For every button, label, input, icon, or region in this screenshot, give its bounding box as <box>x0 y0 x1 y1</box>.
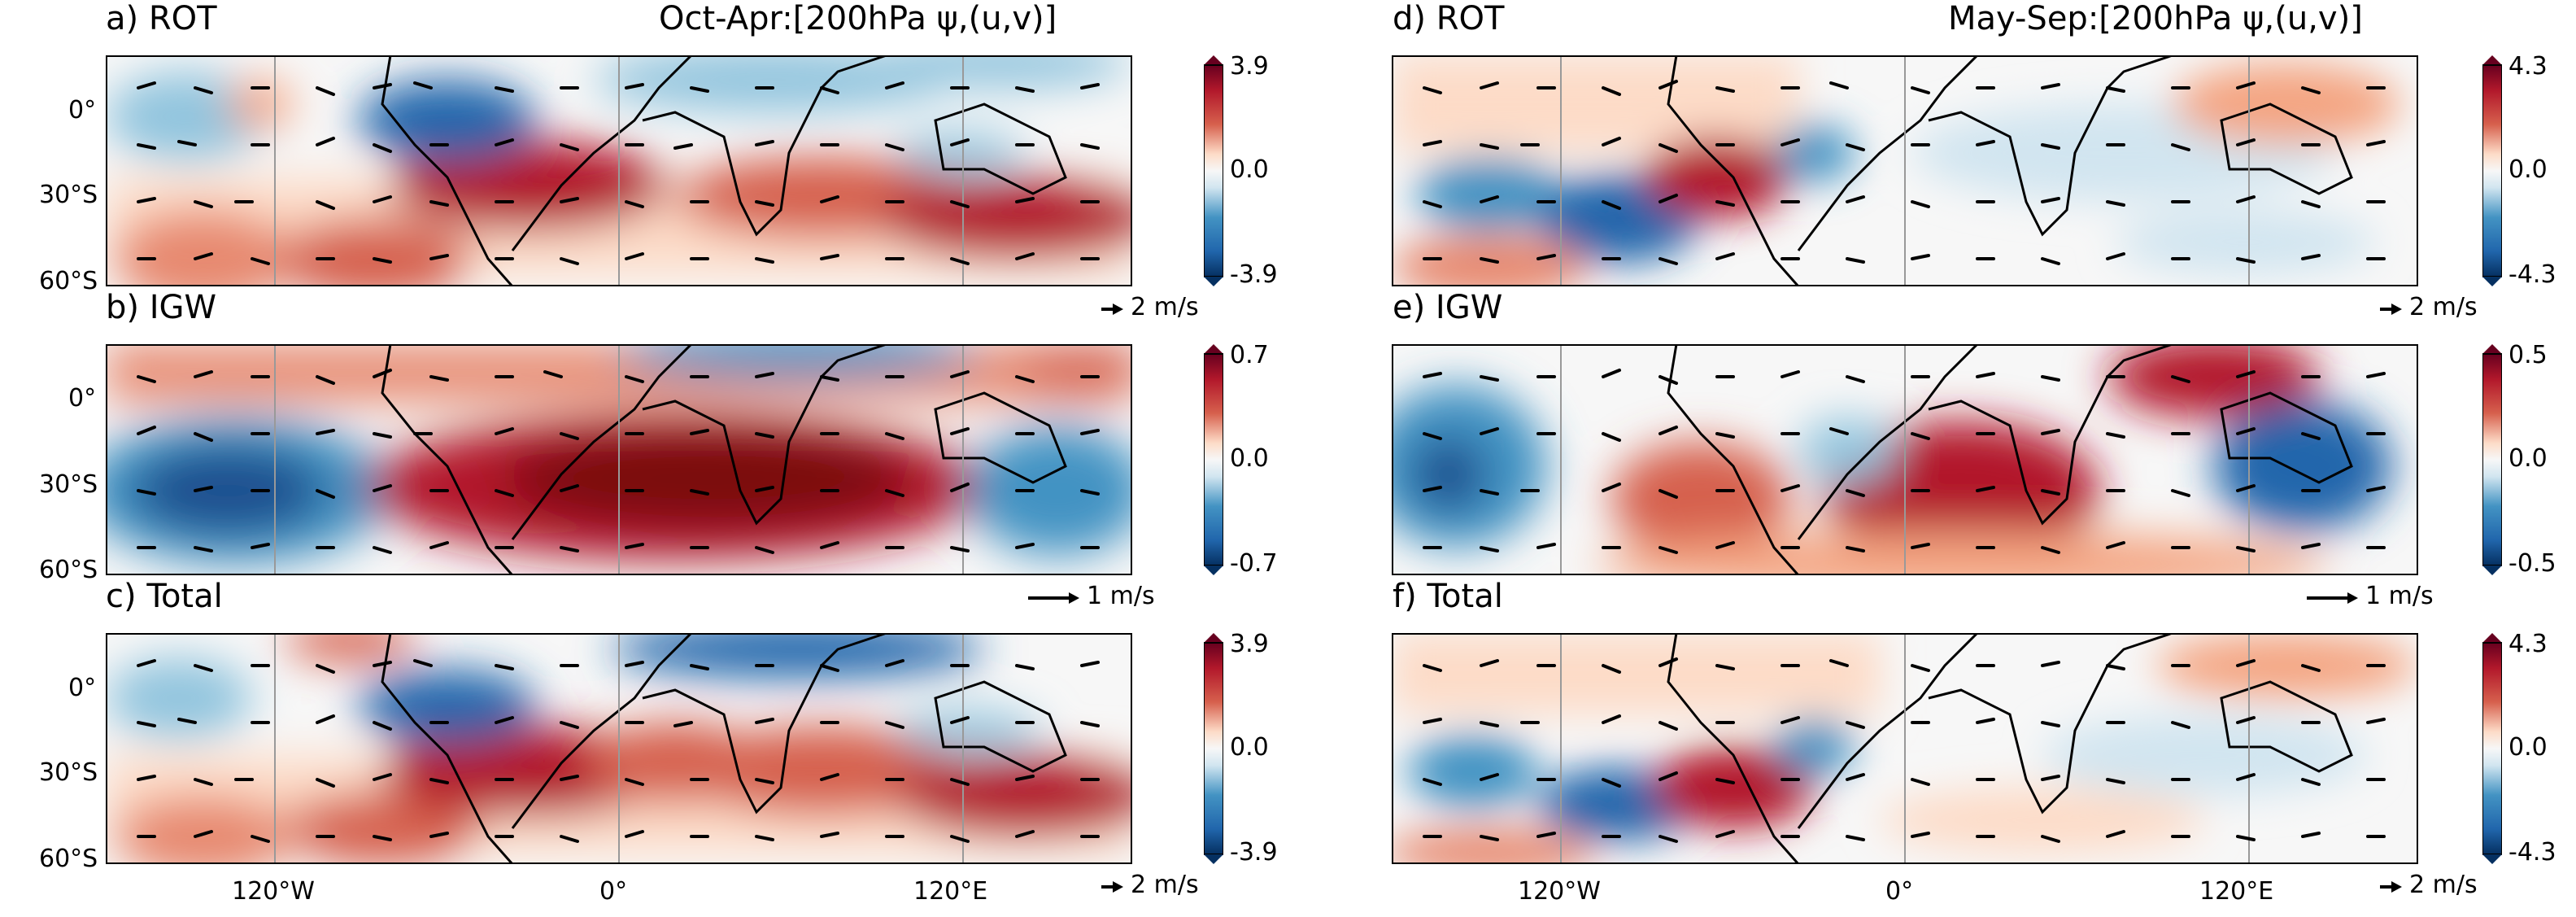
colorbar-a <box>1204 55 1223 286</box>
panel-label-e: e) IGW <box>1393 289 1503 326</box>
map-panel-a <box>106 55 1132 286</box>
ref-label-c: 2 m/s <box>1131 871 1199 899</box>
colorbar-d-max: 4.3 <box>2508 52 2548 81</box>
map-panel-c <box>106 633 1132 864</box>
ref-arrow-b <box>1028 592 1079 604</box>
ref-label-d: 2 m/s <box>2409 293 2478 321</box>
lat-tick-60s-c: 60°S <box>39 845 98 873</box>
lat-tick-0-c: 0° <box>68 674 97 702</box>
ref-arrow-f <box>2380 881 2402 893</box>
panel-label-f: f) Total <box>1393 578 1503 615</box>
lat-tick-60s-a: 60°S <box>39 267 98 295</box>
panel-label-d: d) ROT <box>1393 0 1505 37</box>
map-panel-f <box>1392 633 2418 864</box>
ref-arrow-d <box>2380 303 2402 315</box>
ref-label-b: 1 m/s <box>1087 582 1155 610</box>
lat-tick-30s-c: 30°S <box>39 758 98 787</box>
left-column-title: Oct-Apr:[200hPa ψ,(u,v)] <box>659 0 1057 37</box>
right-column-title: May-Sep:[200hPa ψ,(u,v)] <box>1948 0 2363 37</box>
ref-label-a: 2 m/s <box>1131 293 1199 321</box>
ref-label-f: 2 m/s <box>2409 871 2478 899</box>
panel-label-c: c) Total <box>106 578 223 615</box>
colorbar-c-min: -3.9 <box>1230 838 1278 867</box>
map-panel-d <box>1392 55 2418 286</box>
colorbar-a-mid: 0.0 <box>1230 155 1269 184</box>
colorbar-b-max: 0.7 <box>1230 341 1269 369</box>
colorbar-b-min: -0.7 <box>1230 549 1278 578</box>
colorbar-f <box>2482 633 2502 864</box>
colorbar-e-mid: 0.0 <box>2508 444 2548 473</box>
colorbar-f-mid: 0.0 <box>2508 733 2548 762</box>
colorbar-a-min: -3.9 <box>1230 260 1278 289</box>
colorbar-b-mid: 0.0 <box>1230 444 1269 473</box>
panel-label-a: a) ROT <box>106 0 217 37</box>
colorbar-e-max: 0.5 <box>2508 341 2548 369</box>
colorbar-f-max: 4.3 <box>2508 630 2548 658</box>
colorbar-e-min: -0.5 <box>2508 549 2556 578</box>
map-panel-b <box>106 344 1132 575</box>
colorbar-d-mid: 0.0 <box>2508 155 2548 184</box>
colorbar-b <box>1204 344 1223 575</box>
lat-tick-30s-b: 30°S <box>39 470 98 499</box>
ref-arrow-c <box>1101 881 1123 893</box>
lat-tick-60s-b: 60°S <box>39 556 98 584</box>
lon-tick-120w-left: 120°W <box>232 877 315 906</box>
colorbar-c <box>1204 633 1223 864</box>
ref-label-e: 1 m/s <box>2365 582 2434 610</box>
lat-tick-30s-a: 30°S <box>39 181 98 209</box>
colorbar-d <box>2482 55 2502 286</box>
panel-label-b: b) IGW <box>106 289 217 326</box>
lon-tick-120e-left: 120°E <box>913 877 988 906</box>
lat-tick-0-b: 0° <box>68 384 97 413</box>
lon-tick-0-right: 0° <box>1885 877 1914 906</box>
colorbar-e <box>2482 344 2502 575</box>
ref-arrow-a <box>1101 303 1123 315</box>
lon-tick-0-left: 0° <box>599 877 628 906</box>
map-panel-e <box>1392 344 2418 575</box>
ref-arrow-e <box>2307 592 2358 604</box>
colorbar-f-min: -4.3 <box>2508 838 2556 867</box>
colorbar-d-min: -4.3 <box>2508 260 2556 289</box>
colorbar-c-max: 3.9 <box>1230 630 1269 658</box>
lon-tick-120e-right: 120°E <box>2199 877 2274 906</box>
colorbar-c-mid: 0.0 <box>1230 733 1269 762</box>
colorbar-a-max: 3.9 <box>1230 52 1269 81</box>
lat-tick-0-a: 0° <box>68 96 97 124</box>
lon-tick-120w-right: 120°W <box>1518 877 1601 906</box>
